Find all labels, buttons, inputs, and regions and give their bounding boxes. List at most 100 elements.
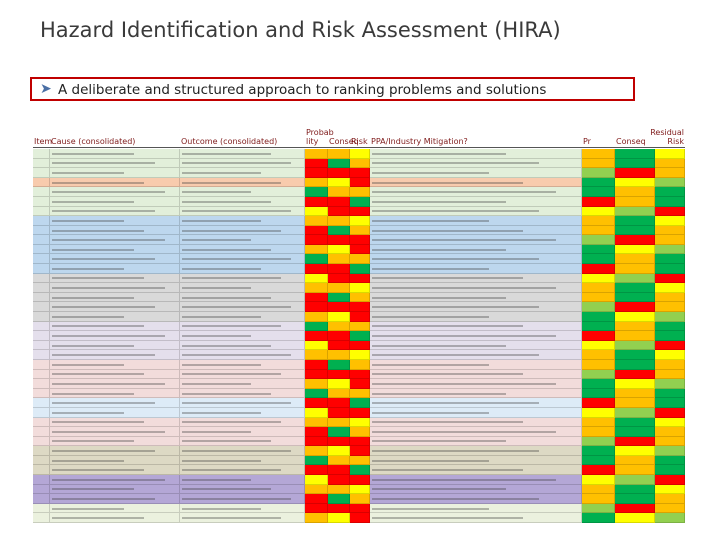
table-cell [615, 388, 655, 399]
table-cell [350, 484, 370, 495]
cell-text-placeholder [182, 478, 251, 481]
cell-text-placeholder [182, 248, 271, 251]
table-cell [615, 494, 655, 504]
cell-text-placeholder [52, 478, 166, 481]
table-cell [33, 206, 50, 217]
table-cell [305, 436, 328, 447]
table-cell [582, 369, 615, 380]
table-cell [33, 475, 50, 485]
table-cell [180, 149, 305, 159]
table-cell [50, 158, 180, 169]
table-cell [350, 455, 370, 466]
cell-text-placeholder [52, 287, 166, 290]
table-cell [655, 168, 685, 178]
cell-text-placeholder [52, 267, 124, 270]
table-cell [582, 465, 615, 476]
table-cell [582, 264, 615, 274]
column-header: Conseq [328, 118, 359, 148]
cell-text-placeholder [182, 171, 261, 174]
table-cell [370, 398, 582, 408]
table-cell [350, 503, 370, 514]
cell-text-placeholder [372, 239, 557, 242]
table-cell [655, 187, 685, 197]
table-cell [655, 244, 685, 255]
table-cell [350, 244, 370, 255]
table-cell [50, 407, 180, 418]
table-cell [33, 187, 50, 197]
cell-text-placeholder [182, 421, 281, 424]
cell-text-placeholder [52, 469, 145, 472]
table-cell [33, 503, 50, 514]
table-cell [180, 273, 305, 284]
cell-text-placeholder [182, 239, 251, 242]
table-cell [180, 244, 305, 255]
table-cell [615, 292, 655, 303]
cell-text-placeholder [52, 517, 145, 520]
table-cell [655, 465, 685, 476]
table-cell [582, 244, 615, 255]
table-cell [50, 398, 180, 408]
table-cell [370, 475, 582, 485]
cell-text-placeholder [182, 181, 281, 184]
table-cell [328, 254, 350, 265]
cell-text-placeholder [182, 411, 261, 414]
table-cell [582, 283, 615, 293]
table-cell [350, 436, 370, 447]
table-cell [328, 273, 350, 284]
table-cell [180, 340, 305, 351]
cell-text-placeholder [372, 181, 523, 184]
cell-text-placeholder [52, 344, 134, 347]
table-cell [615, 283, 655, 293]
cell-text-placeholder [372, 430, 557, 433]
table-cell [328, 321, 350, 332]
table-cell [33, 446, 50, 456]
table-cell [350, 149, 370, 159]
table-cell [615, 503, 655, 514]
table-cell [305, 446, 328, 456]
table-cell [582, 446, 615, 456]
cell-text-placeholder [182, 488, 271, 491]
table-cell [582, 254, 615, 265]
table-cell [350, 225, 370, 236]
table-cell [350, 312, 370, 322]
table-cell [328, 302, 350, 312]
table-cell [328, 187, 350, 197]
table-cell [328, 379, 350, 389]
table-cell [305, 369, 328, 380]
table-cell [655, 417, 685, 428]
table-cell [370, 196, 582, 207]
table-cell [655, 513, 685, 523]
cell-text-placeholder [182, 152, 271, 155]
table-cell [655, 427, 685, 437]
table-cell [180, 465, 305, 476]
cell-text-placeholder [182, 344, 271, 347]
table-cell [50, 388, 180, 399]
slide-title: Hazard Identification and Risk Assessmen… [40, 18, 561, 42]
table-cell [615, 331, 655, 341]
table-cell [655, 359, 685, 370]
cell-text-placeholder [182, 229, 281, 232]
cell-text-placeholder [52, 296, 134, 299]
table-cell [350, 407, 370, 418]
table-cell [180, 446, 305, 456]
table-cell [328, 455, 350, 466]
table-cell [350, 446, 370, 456]
table-cell [180, 206, 305, 217]
table-cell [350, 283, 370, 293]
table-cell [328, 513, 350, 523]
table-cell [305, 455, 328, 466]
table-cell [370, 446, 582, 456]
cell-text-placeholder [52, 459, 124, 462]
table-cell [655, 407, 685, 418]
table-cell [33, 331, 50, 341]
table-cell [50, 254, 180, 265]
table-cell [305, 503, 328, 514]
table-cell [305, 312, 328, 322]
table-cell [655, 312, 685, 322]
cell-text-placeholder [372, 191, 557, 194]
cell-text-placeholder [182, 517, 281, 520]
table-cell [180, 388, 305, 399]
table-cell [370, 388, 582, 399]
cell-text-placeholder [182, 507, 261, 510]
cell-text-placeholder [182, 430, 251, 433]
